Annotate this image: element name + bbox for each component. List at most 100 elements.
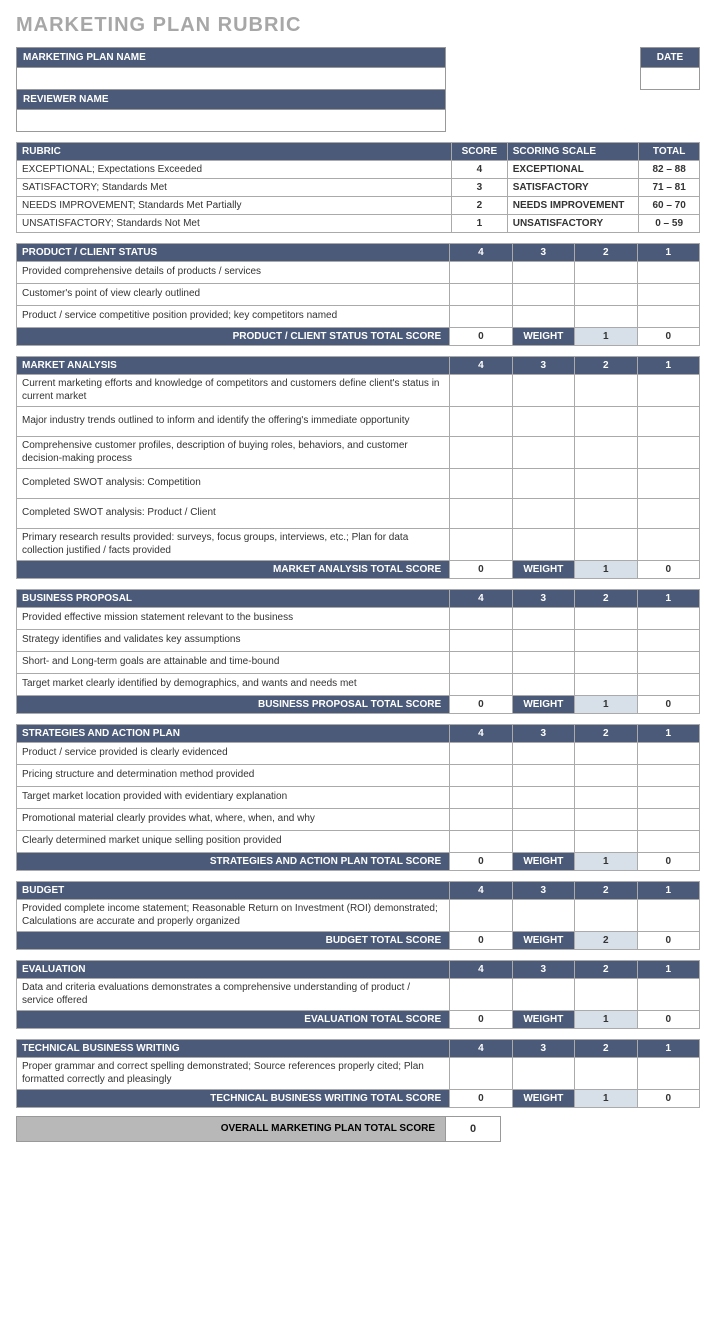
score-cell[interactable]: [575, 469, 637, 499]
score-cell[interactable]: [450, 630, 512, 652]
score-cell[interactable]: [637, 831, 699, 853]
score-cell[interactable]: [512, 787, 574, 809]
score-cell[interactable]: [637, 900, 699, 932]
score-cell[interactable]: [637, 437, 699, 469]
score-cell[interactable]: [637, 306, 699, 328]
score-cell[interactable]: [450, 809, 512, 831]
score-cell[interactable]: [512, 529, 574, 561]
score-cell[interactable]: [450, 608, 512, 630]
score-cell[interactable]: [637, 469, 699, 499]
score-cell[interactable]: [575, 979, 637, 1011]
score-cell[interactable]: [512, 306, 574, 328]
rubric-desc: NEEDS IMPROVEMENT; Standards Met Partial…: [17, 197, 452, 215]
criteria-desc: Provided complete income statement; Reas…: [17, 900, 450, 932]
score-cell[interactable]: [575, 407, 637, 437]
score-cell[interactable]: [637, 1058, 699, 1090]
score-cell[interactable]: [512, 407, 574, 437]
score-cell[interactable]: [512, 284, 574, 306]
score-cell[interactable]: [637, 499, 699, 529]
score-cell[interactable]: [512, 375, 574, 407]
score-cell[interactable]: [575, 900, 637, 932]
score-cell[interactable]: [450, 375, 512, 407]
score-cell[interactable]: [512, 979, 574, 1011]
score-cell[interactable]: [512, 262, 574, 284]
date-input[interactable]: [640, 68, 700, 90]
score-cell[interactable]: [575, 437, 637, 469]
score-cell[interactable]: [512, 652, 574, 674]
score-cell[interactable]: [575, 765, 637, 787]
weighted-value: 0: [637, 561, 699, 579]
plan-name-input[interactable]: [16, 68, 446, 90]
score-cell[interactable]: [450, 437, 512, 469]
score-cell[interactable]: [637, 375, 699, 407]
score-cell[interactable]: [575, 787, 637, 809]
score-cell[interactable]: [575, 652, 637, 674]
weighted-value: 0: [637, 932, 699, 950]
score-cell[interactable]: [450, 652, 512, 674]
score-cell[interactable]: [450, 284, 512, 306]
score-cell[interactable]: [450, 765, 512, 787]
col-score: SCORE: [452, 143, 508, 161]
section-table: MARKET ANALYSIS4321Current marketing eff…: [16, 356, 700, 579]
weight-value: 1: [575, 328, 637, 346]
score-cell[interactable]: [637, 652, 699, 674]
score-cell[interactable]: [575, 262, 637, 284]
score-cell[interactable]: [512, 809, 574, 831]
score-cell[interactable]: [575, 743, 637, 765]
score-cell[interactable]: [575, 375, 637, 407]
score-cell[interactable]: [637, 262, 699, 284]
score-cell[interactable]: [450, 674, 512, 696]
score-cell[interactable]: [450, 262, 512, 284]
score-cell[interactable]: [450, 407, 512, 437]
score-cell[interactable]: [575, 499, 637, 529]
criteria-desc: Clearly determined market unique selling…: [17, 831, 450, 853]
score-cell[interactable]: [637, 630, 699, 652]
score-cell[interactable]: [575, 306, 637, 328]
score-cell[interactable]: [512, 437, 574, 469]
score-cell[interactable]: [512, 1058, 574, 1090]
score-cell[interactable]: [450, 529, 512, 561]
score-cell[interactable]: [512, 831, 574, 853]
score-cell[interactable]: [512, 674, 574, 696]
score-cell[interactable]: [450, 831, 512, 853]
score-cell[interactable]: [637, 284, 699, 306]
score-cell[interactable]: [637, 979, 699, 1011]
score-cell[interactable]: [512, 765, 574, 787]
score-cell[interactable]: [450, 900, 512, 932]
score-cell[interactable]: [575, 529, 637, 561]
score-cell[interactable]: [575, 809, 637, 831]
criteria-desc: Product / service competitive position p…: [17, 306, 450, 328]
overall-row: OVERALL MARKETING PLAN TOTAL SCORE 0: [16, 1116, 700, 1142]
score-cell[interactable]: [450, 979, 512, 1011]
header-row: MARKETING PLAN NAME DATE: [16, 47, 700, 90]
score-cell[interactable]: [637, 809, 699, 831]
score-cell[interactable]: [512, 743, 574, 765]
score-cell[interactable]: [450, 1058, 512, 1090]
score-cell[interactable]: [450, 469, 512, 499]
score-cell[interactable]: [575, 1058, 637, 1090]
score-cell[interactable]: [450, 306, 512, 328]
score-cell[interactable]: [450, 743, 512, 765]
score-cell[interactable]: [637, 407, 699, 437]
score-cell[interactable]: [637, 529, 699, 561]
score-cell[interactable]: [512, 900, 574, 932]
score-cell[interactable]: [512, 630, 574, 652]
score-cell[interactable]: [512, 608, 574, 630]
score-cell[interactable]: [575, 674, 637, 696]
score-header: 4: [450, 244, 512, 262]
section-total-label: BUDGET TOTAL SCORE: [17, 932, 450, 950]
score-cell[interactable]: [512, 469, 574, 499]
score-cell[interactable]: [637, 743, 699, 765]
score-cell[interactable]: [637, 765, 699, 787]
score-cell[interactable]: [575, 608, 637, 630]
score-cell[interactable]: [450, 787, 512, 809]
score-cell[interactable]: [450, 499, 512, 529]
score-cell[interactable]: [575, 284, 637, 306]
reviewer-name-input[interactable]: [16, 110, 446, 132]
score-cell[interactable]: [637, 787, 699, 809]
score-cell[interactable]: [575, 630, 637, 652]
score-cell[interactable]: [637, 608, 699, 630]
score-cell[interactable]: [637, 674, 699, 696]
score-cell[interactable]: [575, 831, 637, 853]
score-cell[interactable]: [512, 499, 574, 529]
